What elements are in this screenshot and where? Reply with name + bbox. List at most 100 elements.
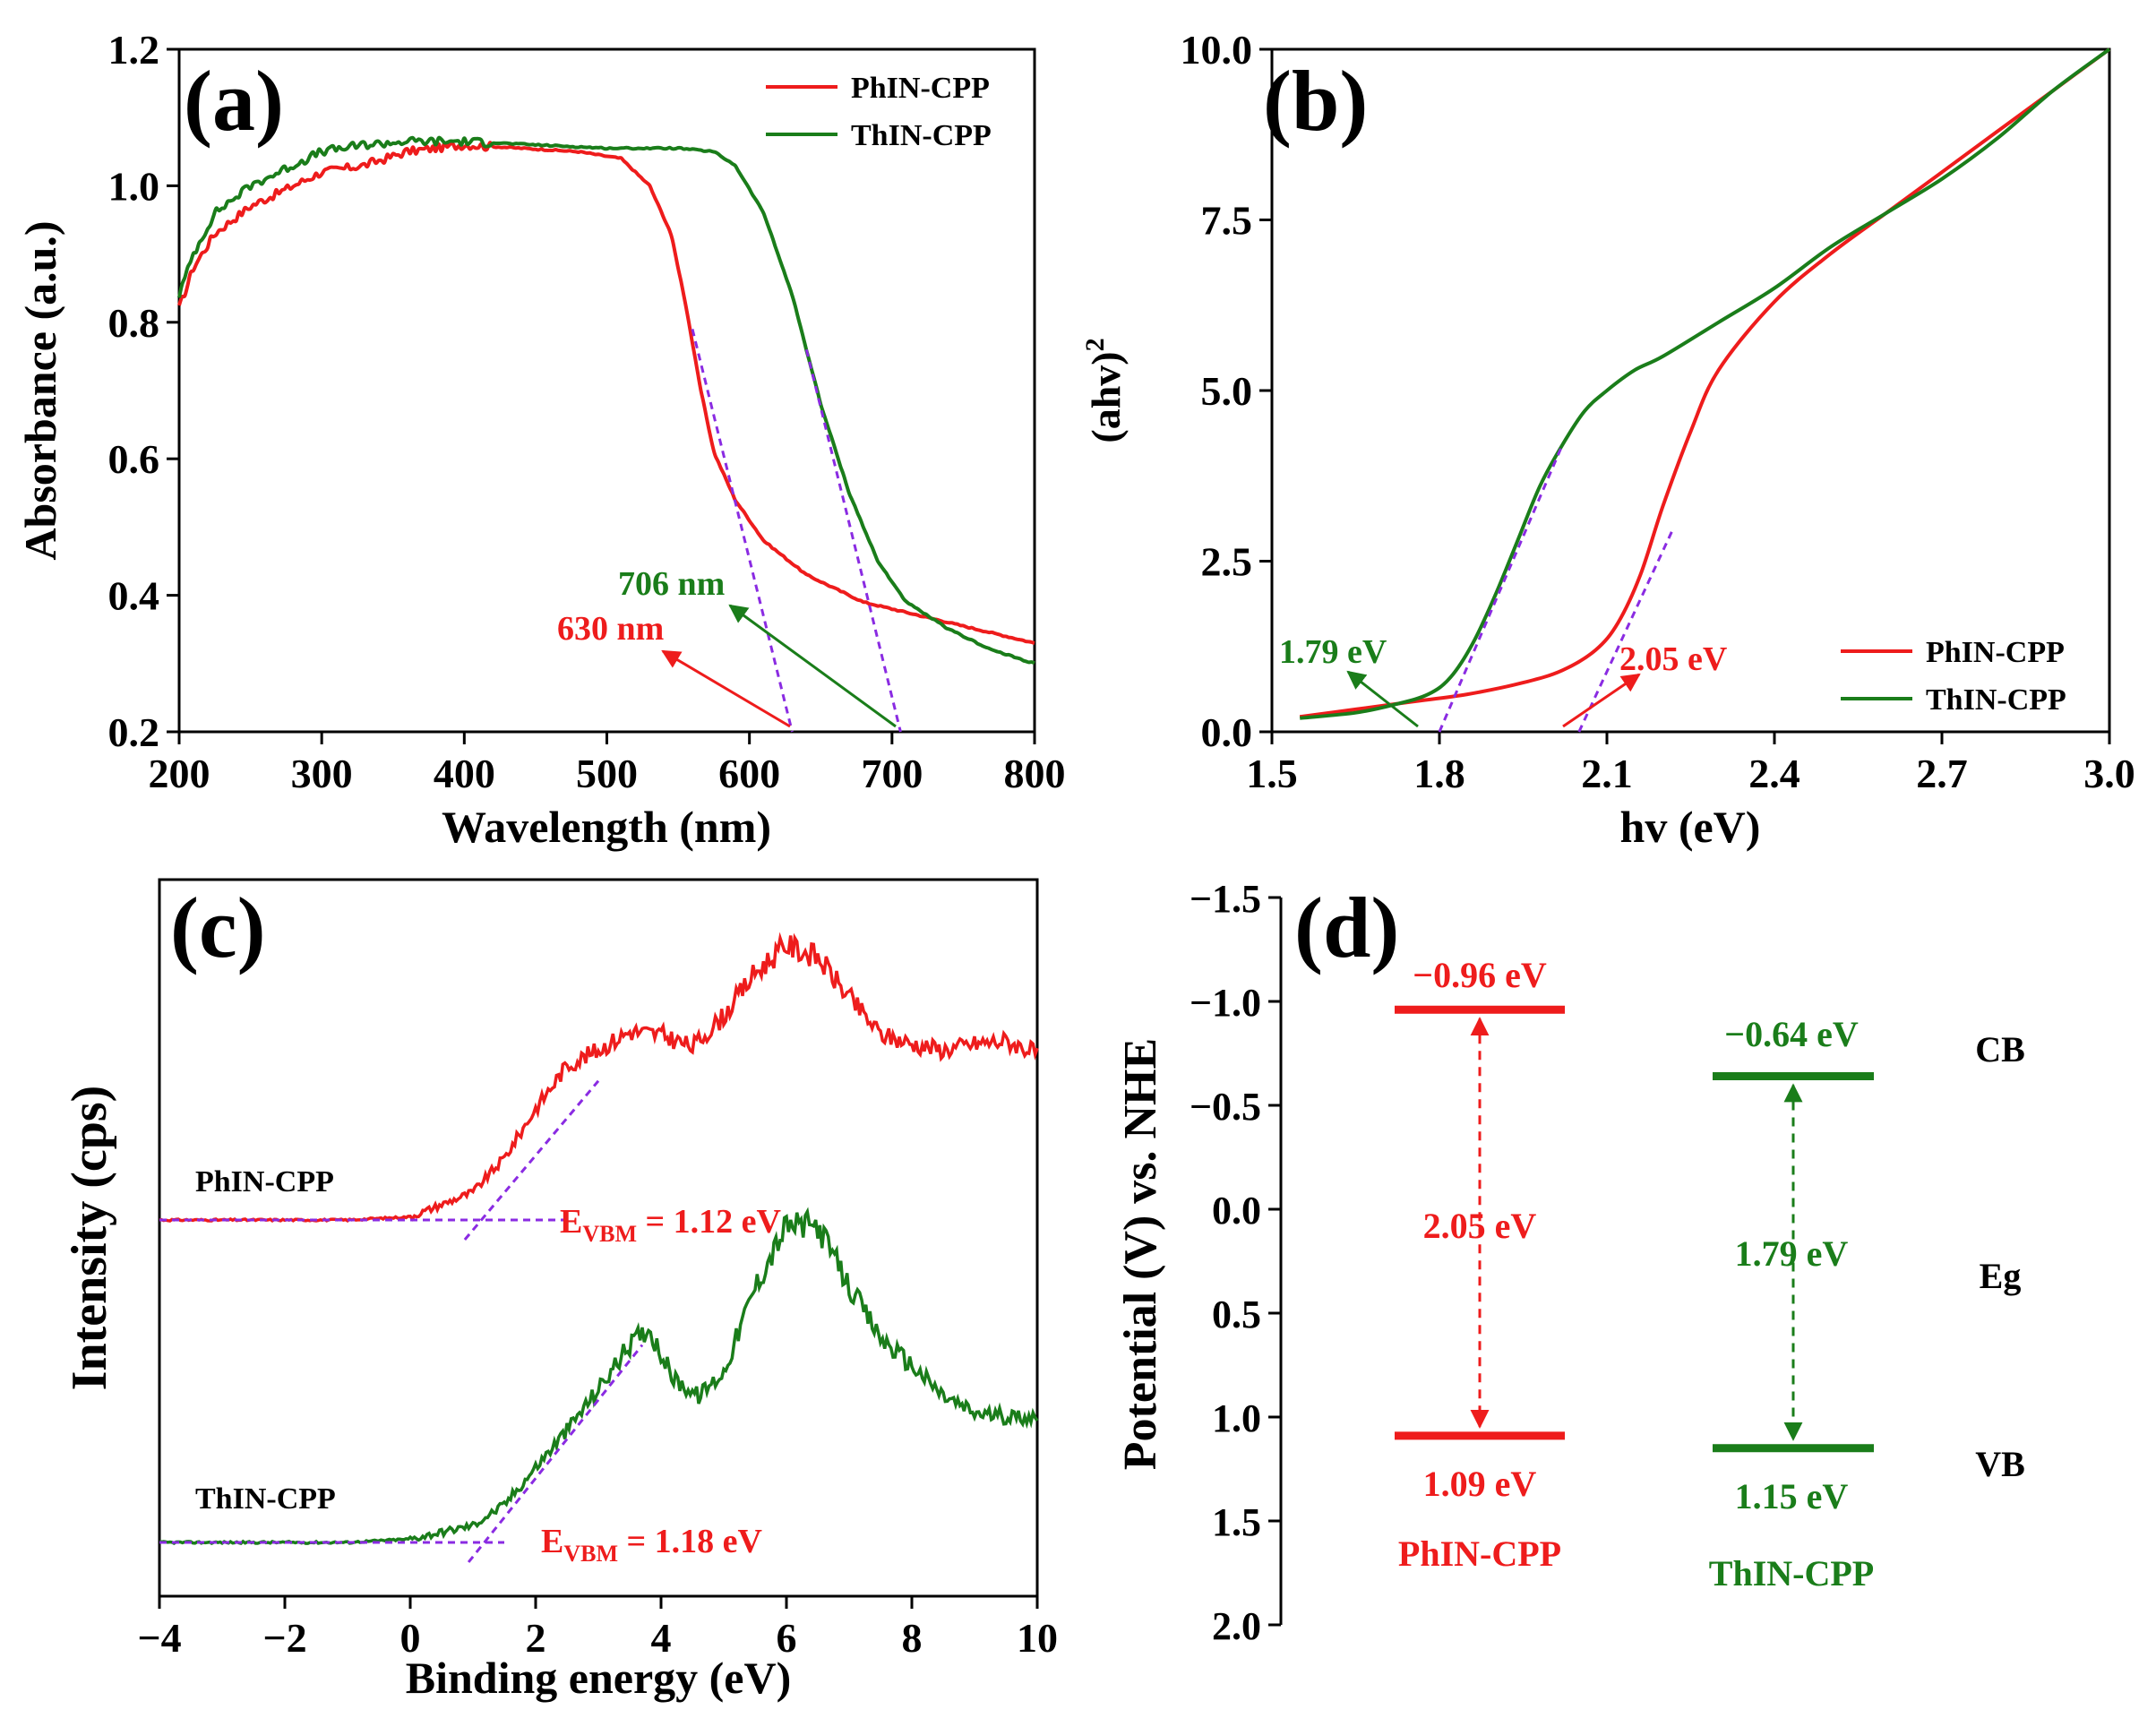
panel-a-letter: (a) bbox=[184, 53, 284, 149]
panel-a-y-tick-label: 1.0 bbox=[108, 163, 160, 209]
panel-d-y-tick-label: −0.5 bbox=[1190, 1085, 1261, 1129]
panel-a-ylabel: Absorbance (a.u.) bbox=[15, 220, 65, 560]
panel-d-thin-cb: −0.64 eV bbox=[1724, 1014, 1859, 1054]
panel-a-tangent-thin bbox=[804, 348, 902, 733]
panel-a-x-ticks: 200 300 400 500 600 700 800 bbox=[149, 732, 1066, 796]
panel-a-y-tick-label: 0.8 bbox=[108, 300, 160, 346]
panel-c-x-tick-label: 2 bbox=[526, 1615, 546, 1661]
panel-a-annotation-phin: 630 nm bbox=[557, 610, 664, 648]
panel-b-annotation-phin: 2.05 eV bbox=[1619, 640, 1728, 678]
panel-c-x-ticks: −4 −2 0 2 4 6 8 10 bbox=[137, 1596, 1058, 1661]
panel-a-x-tick-label: 600 bbox=[718, 751, 780, 796]
panel-d-label-eg: Eg bbox=[1980, 1256, 2022, 1296]
panel-b-x-tick-label: 1.8 bbox=[1413, 751, 1465, 796]
panel-c-ylabel: Intensity (cps) bbox=[62, 1086, 117, 1391]
panel-d-thin-vb: 1.15 eV bbox=[1735, 1476, 1849, 1516]
panel-c-x-tick-label: 0 bbox=[400, 1615, 421, 1661]
panel-b-tangent-phin bbox=[1577, 526, 1676, 733]
panel-b-y-tick-label: 5.0 bbox=[1201, 368, 1253, 414]
svg-text:EVBM = 1.18 eV: EVBM = 1.18 eV bbox=[541, 1523, 763, 1567]
panel-b-x-tick-label: 2.1 bbox=[1581, 751, 1633, 796]
panel-d-label-vb: VB bbox=[1975, 1444, 2025, 1484]
panel-a-series-phin bbox=[177, 141, 1035, 645]
panel-c-onset-thin bbox=[467, 1344, 644, 1563]
panel-a-legend-phin: PhIN-CPP bbox=[851, 72, 990, 105]
panel-a-x-tick-label: 200 bbox=[149, 751, 210, 796]
panel-a-series bbox=[177, 135, 1035, 733]
panel-d-y-tick-label: 0.0 bbox=[1212, 1189, 1261, 1233]
panel-d-label-cb: CB bbox=[1975, 1029, 2025, 1069]
panel-a-y-tick-label: 0.4 bbox=[108, 573, 160, 619]
panel-a: 200 300 400 500 600 700 800 0.2 0.4 0.6 0.8 1.0 1.2… bbox=[15, 27, 1066, 852]
panel-a-x-tick-label: 700 bbox=[861, 751, 923, 796]
panel-b-ylabel-sup: 2 bbox=[1080, 338, 1110, 351]
panel-c-x-tick-label: −4 bbox=[137, 1615, 181, 1661]
panel-d-ylabel: Potential (V) vs. NHE bbox=[1115, 1038, 1166, 1470]
panel-c-x-tick-label: 4 bbox=[651, 1615, 672, 1661]
panel-b-letter: (b) bbox=[1263, 53, 1368, 149]
panel-a-x-tick-label: 500 bbox=[576, 751, 638, 796]
panel-c-frame bbox=[158, 878, 1039, 1598]
panel-c: −4 −2 0 2 4 6 8 10 (c) Binding energy (eV) Inte… bbox=[62, 878, 1058, 1703]
panel-a-y-tick-label: 0.6 bbox=[108, 436, 160, 482]
panel-b-y-tick-label: 2.5 bbox=[1201, 539, 1253, 585]
panel-d-phin-eg: 2.05 eV bbox=[1423, 1206, 1537, 1246]
panel-a-x-tick-label: 400 bbox=[434, 751, 495, 796]
panel-a-tangent-phin bbox=[691, 329, 794, 733]
panel-d-y-tick-label: −1.5 bbox=[1190, 877, 1261, 921]
panel-b-y-ticks: 0.0 2.5 5.0 7.5 10.0 bbox=[1181, 27, 1272, 755]
panel-b-series-phin bbox=[1299, 47, 2111, 719]
panel-b-arrow-phin bbox=[1562, 673, 1641, 728]
panel-b-annotation-thin: 1.79 eV bbox=[1279, 633, 1387, 671]
panel-a-x-tick-label: 300 bbox=[291, 751, 353, 796]
panel-b-frame bbox=[1270, 47, 2111, 734]
panel-a-xlabel: Wavelength (nm) bbox=[442, 802, 771, 852]
panel-c-evbm-thin-value: = 1.18 eV bbox=[618, 1523, 763, 1560]
panel-a-legend-thin: ThIN-CPP bbox=[851, 119, 992, 152]
panel-c-x-tick-label: 8 bbox=[902, 1615, 923, 1661]
panel-c-evbm-phin-prefix: E bbox=[560, 1203, 582, 1241]
panel-b-legend-phin: PhIN-CPP bbox=[1926, 636, 2065, 669]
panel-c-onset-phin bbox=[463, 1079, 600, 1241]
panel-b-ylabel: (ahv) bbox=[1083, 351, 1129, 442]
panel-c-x-tick-label: 10 bbox=[1017, 1615, 1058, 1661]
panel-b-y-tick-label: 7.5 bbox=[1201, 198, 1253, 244]
panel-b-x-tick-label: 3.0 bbox=[2083, 751, 2135, 796]
panel-b-y-tick-label: 0.0 bbox=[1201, 709, 1253, 755]
panel-b-x-tick-label: 2.7 bbox=[1916, 751, 1968, 796]
panel-a-y-tick-label: 0.2 bbox=[108, 709, 160, 755]
panel-d-y-ticks: −1.5 −1.0 −0.5 0.0 0.5 1.0 1.5 2.0 bbox=[1190, 877, 1281, 1648]
panel-b-x-tick-label: 1.5 bbox=[1246, 751, 1298, 796]
panel-b-arrow-thin bbox=[1346, 670, 1419, 728]
panel-c-series-phin bbox=[159, 932, 1039, 1224]
panel-c-evbm-thin-prefix: E bbox=[541, 1523, 563, 1560]
panel-d-y-tick-label: 1.0 bbox=[1212, 1396, 1261, 1440]
panel-b-y-tick-label: 10.0 bbox=[1181, 27, 1253, 73]
panel-d-phin-vb: 1.09 eV bbox=[1423, 1464, 1537, 1504]
panel-c-letter: (c) bbox=[170, 880, 266, 975]
panel-b-xlabel: hv (eV) bbox=[1620, 802, 1761, 852]
panel-a-y-tick-label: 1.2 bbox=[108, 27, 160, 73]
panel-c-x-tick-label: −2 bbox=[262, 1615, 306, 1661]
panel-d-y-tick-label: 0.5 bbox=[1212, 1293, 1261, 1336]
panel-d-letter: (d) bbox=[1294, 880, 1399, 975]
panel-a-series-thin bbox=[177, 135, 1035, 666]
panel-b-series-thin bbox=[1299, 47, 2111, 720]
panel-a-y-ticks: 0.2 0.4 0.6 0.8 1.0 1.2 bbox=[108, 27, 179, 755]
panel-d-phin-cb: −0.96 eV bbox=[1413, 955, 1547, 995]
panel-d-thin-name: ThIN-CPP bbox=[1709, 1553, 1874, 1593]
panel-b-x-ticks: 1.5 1.8 2.1 2.4 2.7 3.0 bbox=[1246, 732, 2135, 796]
panel-b-legend-thin: ThIN-CPP bbox=[1926, 683, 2066, 717]
panel-b-x-tick-label: 2.4 bbox=[1748, 751, 1800, 796]
panel-c-series-thin bbox=[159, 1207, 1039, 1546]
panel-a-arrow-thin bbox=[728, 604, 897, 728]
panel-c-evbm-phin-sub: VBM bbox=[582, 1221, 637, 1247]
panel-c-label-phin: PhIN-CPP bbox=[195, 1165, 334, 1198]
panel-d-y-tick-label: 2.0 bbox=[1212, 1604, 1261, 1648]
svg-text:(ahv)2: (ahv)2 bbox=[1080, 338, 1129, 442]
panel-b-series bbox=[1299, 47, 2111, 733]
panel-c-x-tick-label: 6 bbox=[777, 1615, 797, 1661]
panel-c-evbm-thin-sub: VBM bbox=[563, 1541, 618, 1567]
panel-d-phin-name: PhIN-CPP bbox=[1398, 1533, 1561, 1574]
